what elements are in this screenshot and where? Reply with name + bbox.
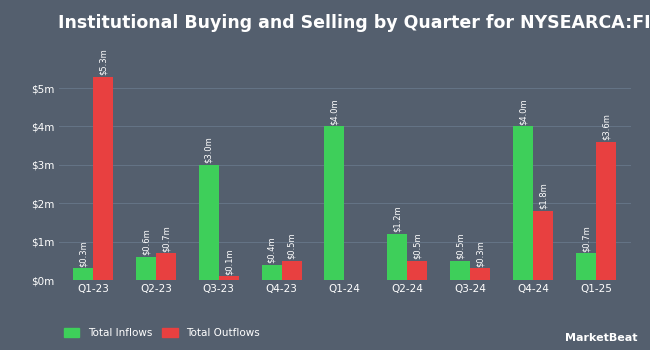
Text: $0.7m: $0.7m xyxy=(581,225,590,252)
Text: $5.3m: $5.3m xyxy=(99,48,108,75)
Text: $0.6m: $0.6m xyxy=(141,229,150,256)
Bar xyxy=(93,77,113,280)
Text: $0.7m: $0.7m xyxy=(161,225,170,252)
Text: $0.3m: $0.3m xyxy=(79,240,88,267)
Bar xyxy=(533,211,553,280)
Bar xyxy=(470,268,490,280)
Bar xyxy=(596,142,616,280)
Text: $1.2m: $1.2m xyxy=(393,206,402,232)
Text: $0.5m: $0.5m xyxy=(413,233,422,259)
Legend: Total Inflows, Total Outflows: Total Inflows, Total Outflows xyxy=(64,328,260,338)
Text: $0.5m: $0.5m xyxy=(287,233,296,259)
Bar xyxy=(408,261,428,280)
Text: $0.1m: $0.1m xyxy=(224,248,233,275)
Bar xyxy=(324,126,345,280)
Bar xyxy=(136,257,156,280)
Text: $4.0m: $4.0m xyxy=(330,98,339,125)
Text: MarketBeat: MarketBeat xyxy=(564,333,637,343)
Bar xyxy=(261,265,281,280)
Bar xyxy=(219,276,239,280)
Bar xyxy=(513,126,533,280)
Bar xyxy=(73,268,93,280)
Text: $0.5m: $0.5m xyxy=(456,233,465,259)
Bar xyxy=(450,261,470,280)
Text: $0.4m: $0.4m xyxy=(267,237,276,263)
Text: $3.6m: $3.6m xyxy=(601,113,610,140)
Text: $3.0m: $3.0m xyxy=(204,136,213,163)
Text: Institutional Buying and Selling by Quarter for NYSEARCA:FIDI: Institutional Buying and Selling by Quar… xyxy=(58,14,650,32)
Bar xyxy=(199,165,219,280)
Bar xyxy=(281,261,302,280)
Bar xyxy=(387,234,408,280)
Text: $1.8m: $1.8m xyxy=(539,183,548,209)
Bar xyxy=(576,253,596,280)
Text: $0.3m: $0.3m xyxy=(476,240,485,267)
Text: $4.0m: $4.0m xyxy=(519,98,528,125)
Bar xyxy=(156,253,176,280)
